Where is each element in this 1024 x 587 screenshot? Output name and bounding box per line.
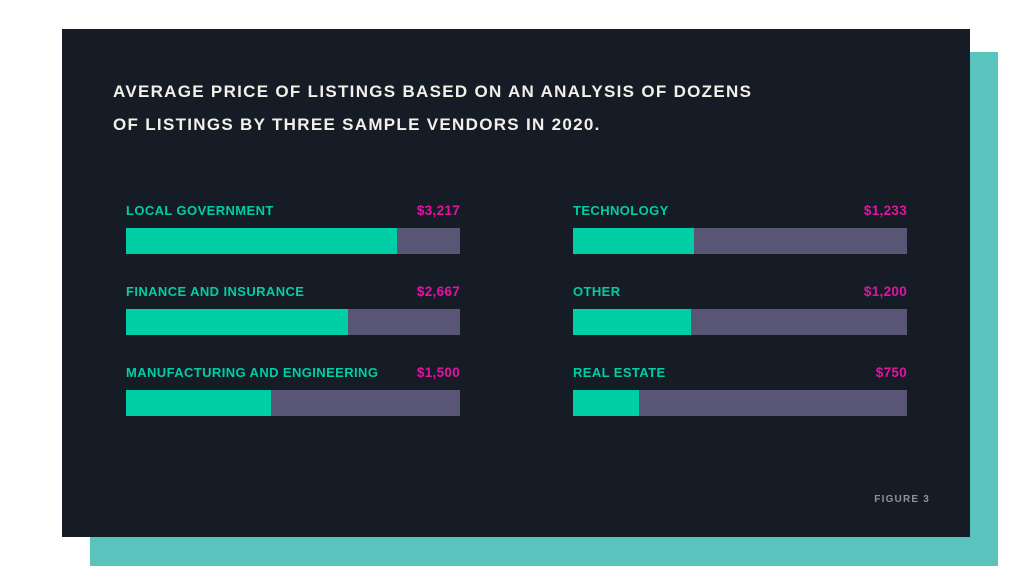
category-label: FINANCE AND INSURANCE	[126, 284, 305, 299]
bar-row-local-government: LOCAL GOVERNMENT $3,217	[126, 203, 460, 254]
bar-row-other: OTHER $1,200	[573, 284, 907, 335]
value-label: $3,217	[416, 203, 460, 218]
bar-fill	[573, 309, 692, 335]
value-label: $1,200	[863, 284, 907, 299]
bar-track	[126, 309, 460, 335]
category-label: OTHER	[573, 284, 621, 299]
chart-title-line1: AVERAGE PRICE OF LISTINGS BASED ON AN AN…	[113, 82, 753, 101]
chart-title-line2: OF LISTINGS BY THREE SAMPLE VENDORS IN 2…	[113, 115, 601, 134]
bar-fill	[126, 228, 397, 254]
bar-row-header: LOCAL GOVERNMENT $3,217	[126, 203, 460, 218]
bar-track	[126, 228, 460, 254]
chart-card: AVERAGE PRICE OF LISTINGS BASED ON AN AN…	[62, 29, 970, 537]
bar-row-header: FINANCE AND INSURANCE $2,667	[126, 284, 460, 299]
bars-grid: LOCAL GOVERNMENT $3,217 FINANCE AND INSU…	[126, 203, 907, 416]
bar-row-manufacturing-and-engineering: MANUFACTURING AND ENGINEERING $1,500	[126, 365, 460, 416]
chart-title: AVERAGE PRICE OF LISTINGS BASED ON AN AN…	[113, 75, 907, 141]
category-label: MANUFACTURING AND ENGINEERING	[126, 365, 379, 380]
bar-fill	[573, 390, 640, 416]
bar-track	[573, 309, 907, 335]
bar-track	[573, 390, 907, 416]
bar-fill	[126, 309, 349, 335]
category-label: TECHNOLOGY	[573, 203, 669, 218]
value-label: $1,500	[416, 365, 460, 380]
bar-row-real-estate: REAL ESTATE $750	[573, 365, 907, 416]
category-label: REAL ESTATE	[573, 365, 666, 380]
figure-label: FIGURE 3	[874, 494, 930, 505]
bar-row-technology: TECHNOLOGY $1,233	[573, 203, 907, 254]
bar-row-header: REAL ESTATE $750	[573, 365, 907, 380]
bar-row-finance-and-insurance: FINANCE AND INSURANCE $2,667	[126, 284, 460, 335]
bar-row-header: TECHNOLOGY $1,233	[573, 203, 907, 218]
bar-row-header: MANUFACTURING AND ENGINEERING $1,500	[126, 365, 460, 380]
bar-fill	[573, 228, 695, 254]
value-label: $1,233	[863, 203, 907, 218]
bar-fill	[126, 390, 272, 416]
category-label: LOCAL GOVERNMENT	[126, 203, 274, 218]
bar-row-header: OTHER $1,200	[573, 284, 907, 299]
value-label: $2,667	[416, 284, 460, 299]
bar-track	[126, 390, 460, 416]
bar-track	[573, 228, 907, 254]
value-label: $750	[875, 365, 907, 380]
